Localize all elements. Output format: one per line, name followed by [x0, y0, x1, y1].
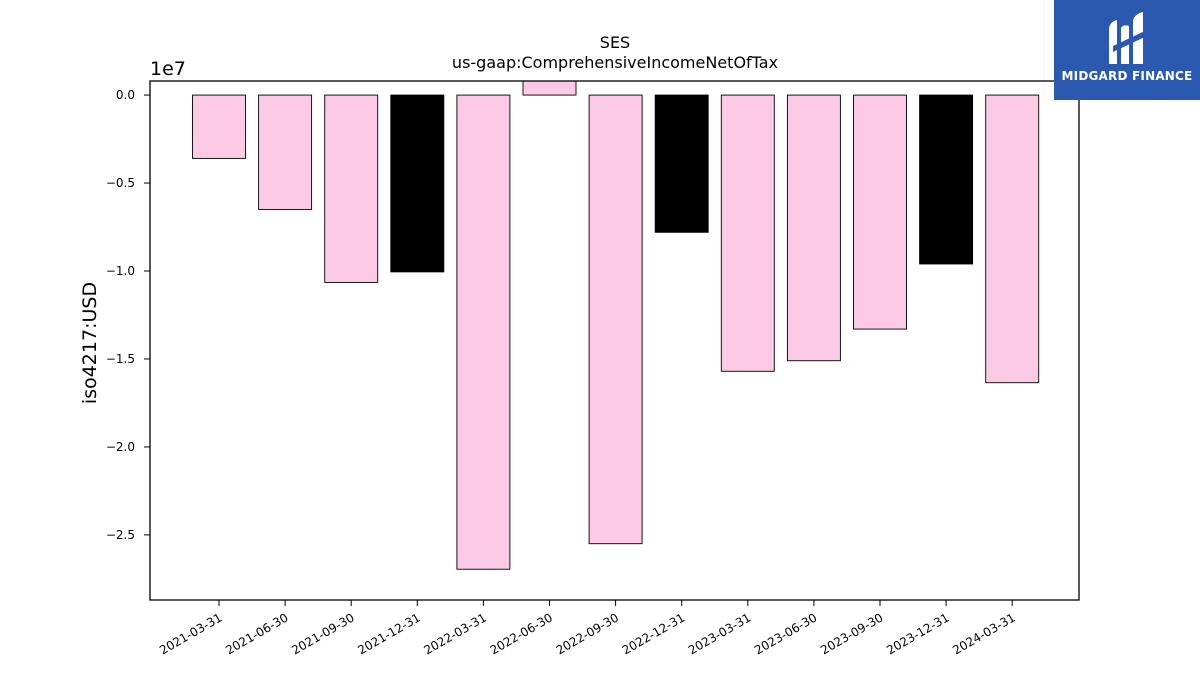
y-tick-label: −2.0 — [106, 440, 135, 454]
bar-2022-03-31 — [456, 94, 511, 570]
x-tick-label: 2022-06-30 — [488, 610, 555, 657]
x-tick-label: 2023-06-30 — [752, 610, 819, 657]
bar-2024-03-31 — [985, 94, 1040, 384]
chart-subtitle: us-gaap:ComprehensiveIncomeNetOfTax — [452, 53, 778, 72]
x-tick-label: 2021-12-31 — [355, 610, 422, 657]
brand-name: MIDGARD FINANCE — [1061, 69, 1193, 83]
bar-2021-03-31 — [192, 94, 246, 159]
y-tick-label: 0.0 — [116, 88, 135, 102]
y-offset-label: 1e7 — [150, 58, 186, 80]
x-tick-label: 2022-12-31 — [620, 610, 687, 657]
x-tick-label: 2023-03-31 — [686, 610, 753, 657]
bar-2023-12-31 — [919, 94, 974, 265]
bar-2022-06-30 — [522, 80, 577, 96]
x-ticks-group: 2021-03-312021-06-302021-09-302021-12-31… — [157, 600, 1018, 657]
bars-group — [192, 80, 1040, 570]
chart-title: SES — [600, 33, 630, 52]
bar-2023-03-31 — [720, 94, 775, 372]
y-tick-label: −0.5 — [106, 176, 135, 190]
bar-2022-12-31 — [654, 94, 709, 233]
x-tick-label: 2023-12-31 — [884, 610, 951, 657]
midgard-logo-icon — [1109, 12, 1147, 64]
y-tick-label: −1.5 — [106, 352, 135, 366]
brand-logo: MIDGARD FINANCE — [1054, 0, 1200, 100]
bar-2021-12-31 — [390, 94, 445, 273]
bar-2022-09-30 — [588, 94, 643, 545]
bar-2021-09-30 — [324, 94, 379, 283]
x-tick-label: 2022-09-30 — [554, 610, 621, 657]
x-tick-label: 2021-03-31 — [157, 610, 224, 657]
y-tick-label: −1.0 — [106, 264, 135, 278]
x-tick-label: 2024-03-31 — [950, 610, 1017, 657]
x-tick-label: 2021-09-30 — [289, 610, 356, 657]
x-tick-label: 2022-03-31 — [421, 610, 488, 657]
x-tick-label: 2021-06-30 — [223, 610, 290, 657]
y-ticks-group: 0.0 −0.5 −1.0 −1.5 −2.0 −2.5 — [106, 88, 150, 542]
plot-frame — [149, 80, 1080, 601]
y-axis-label: iso4217:USD — [79, 282, 101, 404]
bar-2023-06-30 — [786, 94, 841, 362]
y-tick-label: −2.5 — [106, 528, 135, 542]
bar-2023-09-30 — [853, 94, 907, 330]
x-tick-label: 2023-09-30 — [818, 610, 885, 657]
bar-2021-06-30 — [258, 94, 313, 210]
